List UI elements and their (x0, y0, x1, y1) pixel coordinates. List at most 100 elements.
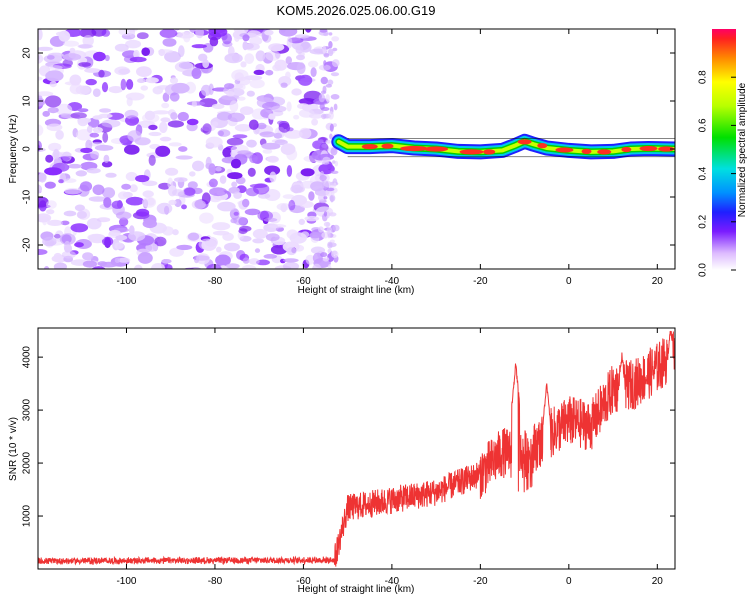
noise-blob-edge (332, 123, 337, 128)
noise-blob (211, 103, 225, 110)
noise-blob-edge (332, 250, 338, 255)
noise-blob (244, 208, 261, 216)
noise-blob (268, 113, 276, 120)
noise-blob-edge (332, 160, 336, 164)
noise-blob-edge (330, 72, 340, 77)
noise-blob (152, 110, 170, 115)
noise-blob (198, 238, 217, 250)
noise-blob (191, 44, 207, 49)
noise-blob (141, 47, 150, 56)
noise-blob-edge (330, 147, 338, 156)
noise-blob (241, 264, 257, 269)
noise-blob (145, 77, 159, 84)
noise-blob (171, 82, 190, 94)
noise-blob (280, 82, 288, 88)
noise-blob (67, 163, 82, 169)
spectrogram-x-tick-label: -40 (385, 276, 400, 287)
noise-blob (268, 43, 285, 52)
noise-blob (94, 144, 114, 151)
noise-blob (242, 257, 250, 264)
noise-blob (102, 187, 116, 199)
noise-blob (215, 166, 222, 172)
noise-blob (86, 125, 93, 133)
noise-blob (291, 88, 302, 96)
noise-blob (164, 51, 181, 63)
noise-blob (201, 192, 211, 205)
noise-blob (202, 123, 212, 135)
noise-blob (187, 181, 198, 189)
snr-frame (37, 327, 676, 570)
noise-blob (263, 254, 278, 259)
snr-y-ticks: 1000 2000 3000 4000 (22, 346, 675, 527)
noise-blob (104, 54, 110, 62)
noise-blob (208, 29, 228, 38)
noise-blob-edge (319, 29, 328, 33)
noise-blob (101, 119, 121, 128)
noise-blob-edge (323, 181, 333, 188)
noise-blob (98, 69, 105, 78)
noise-blob (80, 147, 93, 154)
noise-blob (59, 233, 76, 246)
noise-blob (177, 111, 189, 122)
noise-blob (304, 215, 320, 222)
noise-blob (253, 69, 265, 75)
signal-hotspot (381, 143, 394, 149)
spectrogram-y-tick-label: -10 (22, 189, 33, 204)
snr-panel: -100 -80 -60 -40 -20 0 20 1000 2000 3000 4000 Hei… (8, 327, 676, 595)
noise-blob (252, 228, 268, 239)
signal-hotspot (424, 146, 449, 152)
noise-blob (216, 190, 225, 196)
spectrogram-y-tick-label: 0 (22, 146, 33, 152)
noise-blob (229, 208, 240, 220)
noise-blob (38, 172, 47, 183)
noise-blob (208, 178, 218, 188)
noise-blob (191, 100, 197, 108)
noise-blob (102, 236, 114, 247)
noise-blob (159, 121, 168, 133)
noise-blob (98, 113, 113, 119)
noise-blob (69, 83, 84, 95)
noise-blob (115, 234, 128, 241)
noise-blob (248, 258, 260, 265)
noise-blob (244, 53, 255, 64)
noise-blob (274, 139, 288, 146)
signal-hotspot (621, 146, 632, 153)
spectrogram-y-tick-label: -20 (22, 237, 33, 252)
noise-blob (99, 261, 118, 268)
spectrogram-noise-region (38, 29, 340, 269)
snr-x-label: Height of straight line (km) (298, 584, 415, 595)
noise-blob (79, 181, 93, 192)
noise-blob (246, 90, 255, 97)
noise-blob (178, 62, 193, 69)
noise-blob-edge (321, 143, 328, 148)
spectrogram-x-ticks: -100 -80 -60 -40 -20 0 20 (116, 29, 663, 287)
noise-blob (82, 35, 94, 47)
noise-blob (77, 108, 89, 113)
spectrogram-x-tick-label: 20 (652, 276, 664, 287)
noise-blob (165, 167, 179, 176)
noise-blob (178, 45, 185, 58)
signal-hotspot (459, 149, 484, 155)
noise-blob (205, 136, 223, 148)
noise-blob (172, 189, 185, 197)
noise-blob (252, 238, 265, 244)
noise-blob-edge (322, 45, 327, 54)
noise-blob (117, 257, 131, 263)
noise-blob (151, 263, 166, 269)
noise-blob (298, 98, 316, 105)
noise-blob (195, 29, 204, 39)
noise-blob (38, 76, 43, 81)
noise-blob (265, 50, 281, 61)
noise-blob (246, 139, 257, 148)
noise-blob (233, 216, 248, 226)
spectrogram-y-tick-label: 10 (22, 95, 33, 107)
noise-blob (293, 114, 300, 120)
noise-blob (269, 171, 277, 183)
noise-blob (84, 68, 101, 73)
noise-blob (230, 158, 242, 169)
noise-blob-edge (320, 252, 328, 258)
snr-x-tick-label: 20 (652, 576, 664, 587)
noise-blob (286, 247, 297, 256)
noise-blob (136, 32, 149, 40)
noise-blob (286, 36, 293, 49)
